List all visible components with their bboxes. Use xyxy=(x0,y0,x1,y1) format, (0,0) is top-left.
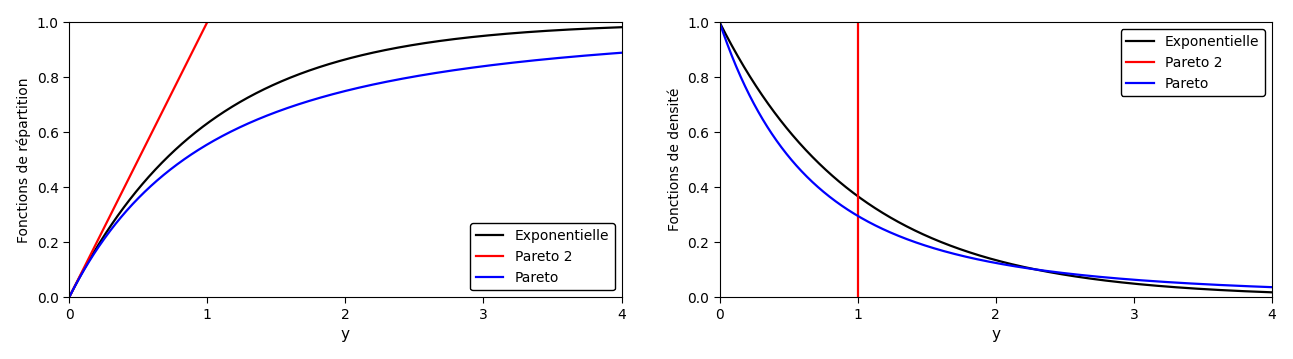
X-axis label: y: y xyxy=(341,327,350,342)
Y-axis label: Fonctions de densité: Fonctions de densité xyxy=(667,88,681,232)
Y-axis label: Fonctions de répartition: Fonctions de répartition xyxy=(17,77,31,243)
Legend: Exponentielle, Pareto 2, Pareto: Exponentielle, Pareto 2, Pareto xyxy=(471,223,614,290)
X-axis label: y: y xyxy=(992,327,1001,342)
Legend: Exponentielle, Pareto 2, Pareto: Exponentielle, Pareto 2, Pareto xyxy=(1121,29,1265,96)
